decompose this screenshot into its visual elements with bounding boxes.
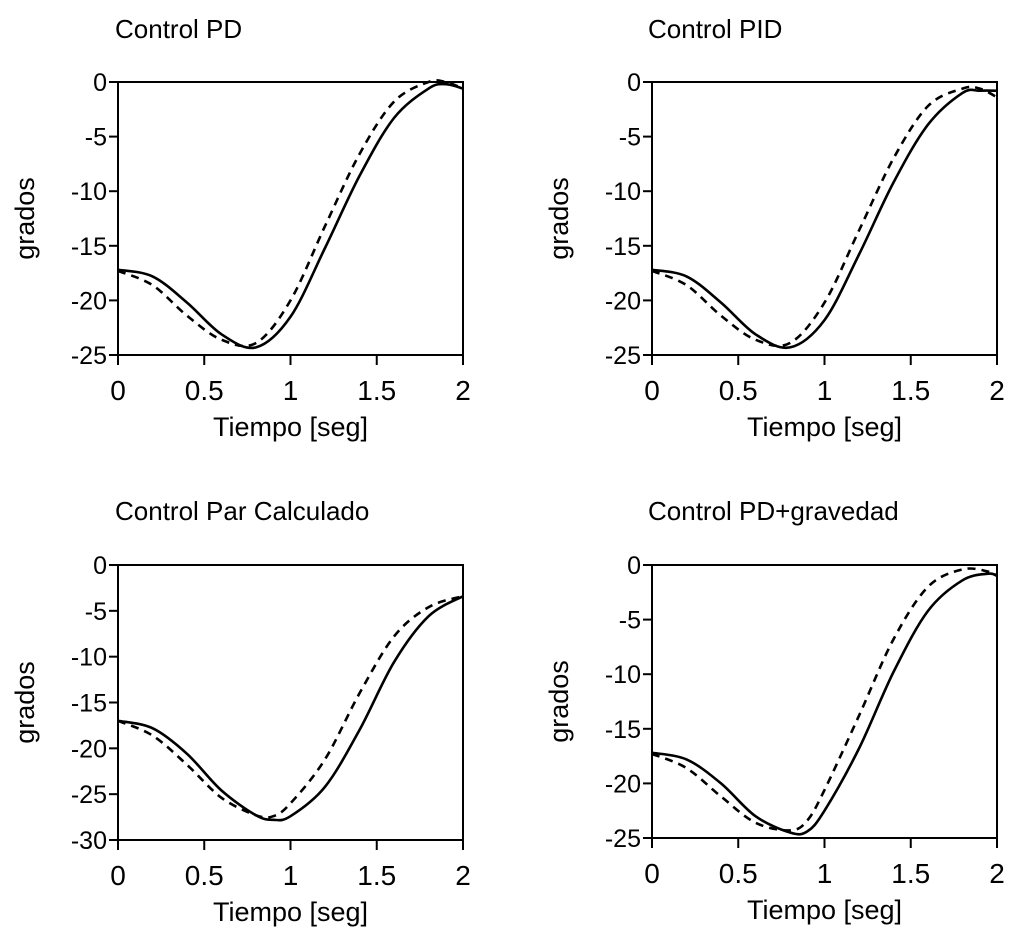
y-tick-label: -25	[71, 781, 107, 809]
series-line-dashed	[117, 78, 464, 348]
series-line-solid	[117, 595, 464, 822]
y-tick-label: -25	[605, 825, 641, 853]
series-line-dashed	[117, 594, 464, 819]
x-tick-label: 0	[110, 860, 126, 891]
x-tick-label: 0.5	[185, 860, 224, 891]
y-tick-label: -10	[71, 644, 107, 672]
y-tick-label: 0	[93, 552, 107, 580]
y-tick-label: 0	[93, 69, 107, 97]
y-tick-label: -15	[605, 233, 641, 261]
y-tick-label: -5	[85, 598, 107, 626]
x-tick-label: 2	[989, 858, 1005, 889]
y-tick-label: -30	[71, 827, 107, 855]
y-tick-label: -15	[71, 233, 107, 261]
x-tick-label: 0.5	[719, 375, 758, 406]
y-tick-label: -20	[71, 735, 107, 763]
chart-title: Control PID	[648, 14, 782, 44]
x-tick-label: 1	[817, 375, 833, 406]
plot-frame	[651, 81, 998, 356]
x-tick-label: 1	[283, 375, 299, 406]
x-tick-label: 2	[989, 375, 1005, 406]
x-tick-label: 1	[817, 858, 833, 889]
y-tick-label: 0	[627, 69, 641, 97]
y-tick-label: -15	[71, 690, 107, 718]
plot-frame	[651, 564, 998, 839]
series-line-dashed	[651, 567, 998, 832]
x-axis-label: Tiempo [seg]	[213, 412, 368, 442]
x-tick-label: 1.5	[891, 375, 930, 406]
y-tick-label: -5	[619, 124, 641, 152]
y-tick-label: -25	[71, 342, 107, 370]
plot-frame	[117, 81, 464, 356]
y-tick-label: -25	[605, 342, 641, 370]
y-tick-label: -10	[71, 178, 107, 206]
chart-title: Control PD	[115, 14, 242, 44]
x-tick-label: 0.5	[719, 858, 758, 889]
series-line-solid	[651, 572, 998, 836]
x-tick-label: 1.5	[891, 858, 930, 889]
x-tick-label: 1	[283, 860, 299, 891]
chart-title: Control Par Calculado	[115, 496, 369, 526]
y-tick-label: -20	[71, 287, 107, 315]
x-tick-label: 2	[455, 860, 471, 891]
y-axis-label: grados	[544, 177, 574, 260]
x-tick-label: 1.5	[357, 375, 396, 406]
y-tick-label: -5	[619, 607, 641, 635]
series-line-solid	[651, 88, 998, 350]
y-tick-label: -10	[605, 661, 641, 689]
series-line-dashed	[651, 85, 998, 348]
x-tick-label: 1.5	[357, 860, 396, 891]
y-tick-label: -10	[605, 178, 641, 206]
panel-control-pd: Control PD0-5-10-15-20-250 0.5 1 1.5 2Tiempo…	[10, 14, 471, 442]
series-line-solid	[117, 82, 464, 350]
y-tick-label: -5	[85, 124, 107, 152]
y-axis-label: grados	[10, 661, 40, 744]
x-tick-label: 0	[644, 375, 660, 406]
y-axis-label: grados	[544, 660, 574, 743]
x-axis-label: Tiempo [seg]	[747, 412, 902, 442]
y-axis-label: grados	[10, 177, 40, 260]
panel-control-par-calculado: Control Par Calculado0-5-10-15-20-25-300…	[10, 496, 471, 927]
plot-frame	[117, 564, 464, 841]
y-tick-label: -20	[605, 287, 641, 315]
x-axis-label: Tiempo [seg]	[747, 895, 902, 925]
y-tick-label: -15	[605, 716, 641, 744]
y-tick-label: 0	[627, 552, 641, 580]
x-tick-label: 0	[644, 858, 660, 889]
x-axis-label: Tiempo [seg]	[213, 897, 368, 927]
x-tick-label: 2	[455, 375, 471, 406]
y-tick-label: -20	[605, 770, 641, 798]
x-tick-label: 0.5	[185, 375, 224, 406]
x-tick-label: 0	[110, 375, 126, 406]
chart-title: Control PD+gravedad	[648, 496, 899, 526]
